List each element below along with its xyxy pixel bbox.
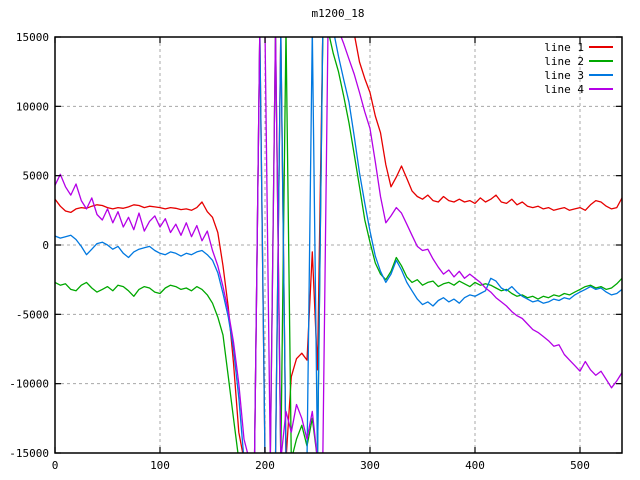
legend-label: line 1 xyxy=(544,41,584,54)
series-line-3 xyxy=(55,37,622,453)
y-tick-label: -15000 xyxy=(9,447,49,460)
y-tick-label: 5000 xyxy=(23,170,50,183)
y-tick-label: 0 xyxy=(42,239,49,252)
x-tick-label: 100 xyxy=(150,459,170,472)
axis-layer: 0 100 200 300 400 500 -15000 -10000 -5000 0 5000 10… xyxy=(9,31,623,472)
y-tick-label: -10000 xyxy=(9,378,49,391)
grid-layer xyxy=(55,37,622,453)
series-line-4 xyxy=(55,37,622,453)
series-line-2 xyxy=(55,37,622,453)
x-tick-label: 200 xyxy=(255,459,275,472)
chart-title: m1200_18 xyxy=(312,7,365,20)
y-tick-label: -5000 xyxy=(16,308,49,321)
series-layer xyxy=(55,37,622,453)
legend-label: line 4 xyxy=(544,83,584,96)
legend-label: line 2 xyxy=(544,55,584,68)
legend-label: line 3 xyxy=(544,69,584,82)
x-tick-label: 500 xyxy=(570,459,590,472)
y-tick-label: 10000 xyxy=(16,100,49,113)
x-tick-label: 300 xyxy=(360,459,380,472)
x-tick-label: 400 xyxy=(465,459,485,472)
series-line-1 xyxy=(55,37,622,453)
y-tick-label: 15000 xyxy=(16,31,49,44)
x-tick-label: 0 xyxy=(52,459,59,472)
